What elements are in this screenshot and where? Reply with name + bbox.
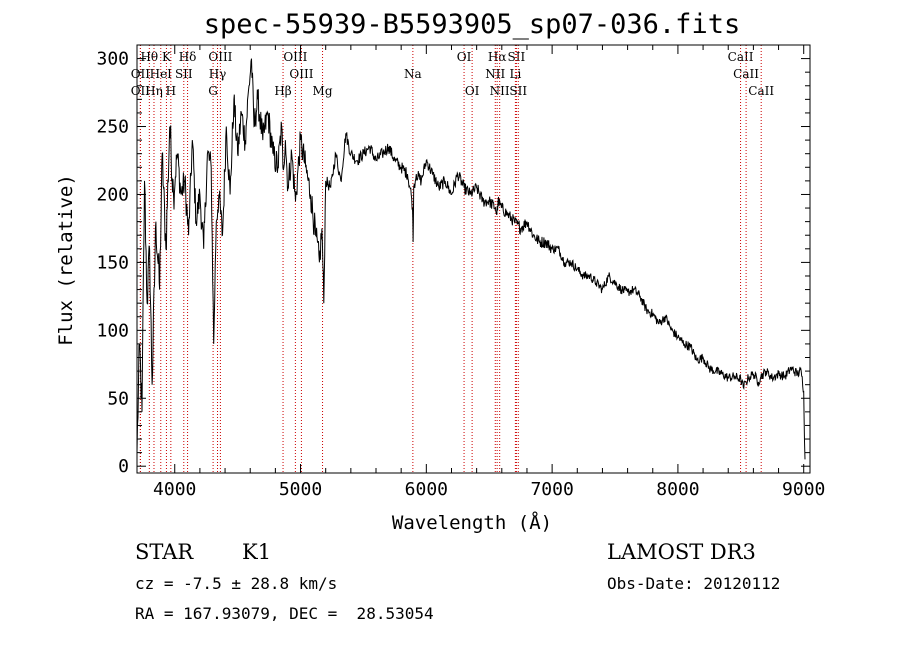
line-marker-label: Hβ (274, 84, 291, 98)
line-marker-label: OIII (283, 50, 307, 64)
line-marker-label: Na (404, 67, 422, 81)
redshift-readout: cz = -7.5 ± 28.8 km/s (135, 574, 338, 593)
line-marker-label: CaII (728, 50, 754, 64)
line-marker-label: SII (509, 84, 527, 98)
line-marker-label: G (208, 84, 218, 98)
object-subclass: K1 (242, 540, 272, 564)
x-axis-label: Wavelength (Å) (392, 511, 552, 534)
line-marker-label: OII (131, 67, 151, 81)
x-tick-label: 4000 (153, 479, 196, 500)
line-marker-label: HeI (150, 67, 173, 81)
line-marker-label: Hη (145, 84, 163, 98)
line-marker-label: CaII (748, 84, 774, 98)
y-tick-label: 300 (96, 49, 129, 70)
line-marker-label: OII (131, 84, 151, 98)
line-marker-label: OIII (289, 67, 313, 81)
line-marker-label: CaII (733, 67, 759, 81)
line-marker-label: K (162, 50, 172, 64)
line-marker-label: Li (509, 67, 521, 81)
coordinates: RA = 167.93079, DEC = 28.53054 (135, 604, 434, 623)
x-tick-label: 9000 (782, 479, 825, 500)
line-marker-label: OI (465, 84, 480, 98)
line-marker-label: OIII (208, 50, 232, 64)
x-tick-label: 5000 (279, 479, 322, 500)
obs-date: Obs-Date: 20120112 (607, 574, 781, 593)
y-tick-label: 50 (107, 388, 129, 409)
line-marker-label: SII (508, 50, 526, 64)
y-axis-label: Flux (relative) (55, 174, 77, 346)
y-tick-label: 200 (96, 184, 129, 205)
y-tick-label: 150 (96, 252, 129, 273)
x-tick-label: 7000 (530, 479, 573, 500)
y-tick-label: 0 (118, 456, 129, 477)
x-tick-label: 6000 (405, 479, 448, 500)
line-marker-label: Hγ (209, 67, 227, 81)
line-marker-label: H (166, 84, 176, 98)
y-tick-label: 250 (96, 117, 129, 138)
survey-name: LAMOST DR3 (607, 540, 756, 564)
line-marker-label: SII (175, 67, 193, 81)
axis-ticks: 4000 5000 6000 7000 8000 9000 0 50 100 150 200 250 3… (96, 45, 825, 500)
line-marker-label: NII (490, 84, 510, 98)
line-marker-label: Hδ (179, 50, 197, 64)
line-marker-label: Hθ (140, 50, 158, 64)
line-marker-label: OI (457, 50, 472, 64)
object-class: STAR (135, 540, 194, 564)
line-marker-label: NII (485, 67, 505, 81)
series (136, 58, 806, 460)
line-marker-label: Mg (313, 84, 333, 98)
y-tick-label: 100 (96, 320, 129, 341)
line-marker-label: Hα (488, 50, 507, 64)
series-line-0 (136, 58, 806, 460)
plot-frame (136, 44, 811, 474)
chart-title: spec-55939-B5593905_sp07-036.fits (204, 9, 740, 40)
x-tick-label: 8000 (656, 479, 699, 500)
